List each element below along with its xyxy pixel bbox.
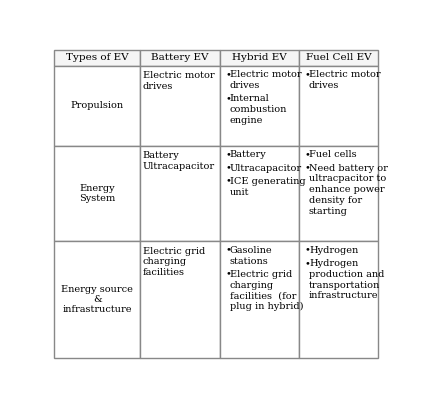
Text: Electric grid: Electric grid [230,270,292,279]
Text: density for: density for [309,196,362,205]
Text: •: • [225,150,231,159]
Text: •: • [225,70,231,79]
Text: drives: drives [309,81,339,90]
Bar [299,65,378,146]
Text: facilities: facilities [143,268,185,277]
Bar [219,65,299,146]
Text: Fuel Cell EV: Fuel Cell EV [306,53,371,62]
Text: facilities  (for: facilities (for [230,291,296,301]
Text: Need battery or: Need battery or [309,164,388,173]
Text: •: • [225,94,231,103]
Text: drives: drives [143,82,173,91]
Text: •: • [225,246,231,255]
Bar [54,241,140,358]
Text: •: • [305,150,311,159]
Text: charging: charging [143,257,187,267]
Bar [54,50,140,65]
Bar [299,50,378,65]
Text: Electric motor: Electric motor [143,71,214,80]
Text: •: • [305,164,311,173]
Text: •: • [225,177,231,186]
Bar [219,146,299,241]
Bar [140,146,219,241]
Text: Energy source
&
infrastructure: Energy source & infrastructure [61,284,133,314]
Text: ultracpacitor to: ultracpacitor to [309,175,386,183]
Text: •: • [225,270,231,279]
Text: Electric motor: Electric motor [309,70,381,79]
Text: starting: starting [309,207,348,216]
Bar [140,65,219,146]
Text: •: • [305,70,311,79]
Bar [54,65,140,146]
Text: ICE generating: ICE generating [230,177,305,186]
Text: transportation: transportation [309,281,380,290]
Text: Fuel cells: Fuel cells [309,150,357,159]
Text: Hydrogen: Hydrogen [309,246,358,255]
Bar [54,146,140,241]
Text: Types of EV: Types of EV [66,53,129,62]
Bar [140,241,219,358]
Bar [299,146,378,241]
Text: production and: production and [309,270,384,279]
Bar [219,241,299,358]
Text: Battery: Battery [230,150,266,159]
Text: engine: engine [230,116,263,125]
Text: Electric motor: Electric motor [230,70,301,79]
Text: •: • [305,259,311,268]
Text: charging: charging [230,281,274,290]
Text: Gasoline: Gasoline [230,246,272,255]
Text: Battery EV: Battery EV [151,53,208,62]
Text: combustion: combustion [230,105,287,114]
Text: infrastructure: infrastructure [309,291,379,301]
Text: Electric grid: Electric grid [143,246,205,256]
Text: Battery: Battery [143,151,179,160]
Text: Propulsion: Propulsion [71,101,124,110]
Text: Hybrid EV: Hybrid EV [232,53,287,62]
Text: plug in hybrid): plug in hybrid) [230,302,303,311]
Text: stations: stations [230,257,268,265]
Bar [219,50,299,65]
Text: Ultracapacitor: Ultracapacitor [143,162,215,171]
Text: Internal: Internal [230,94,269,103]
Text: drives: drives [230,81,260,90]
Bar [140,50,219,65]
Text: Hydrogen: Hydrogen [309,259,358,268]
Text: unit: unit [230,187,249,197]
Text: •: • [305,246,311,255]
Text: enhance power: enhance power [309,185,384,194]
Text: Ultracapacitor: Ultracapacitor [230,164,302,173]
Text: •: • [225,164,231,173]
Bar [299,241,378,358]
Text: Energy
System: Energy System [79,184,115,203]
